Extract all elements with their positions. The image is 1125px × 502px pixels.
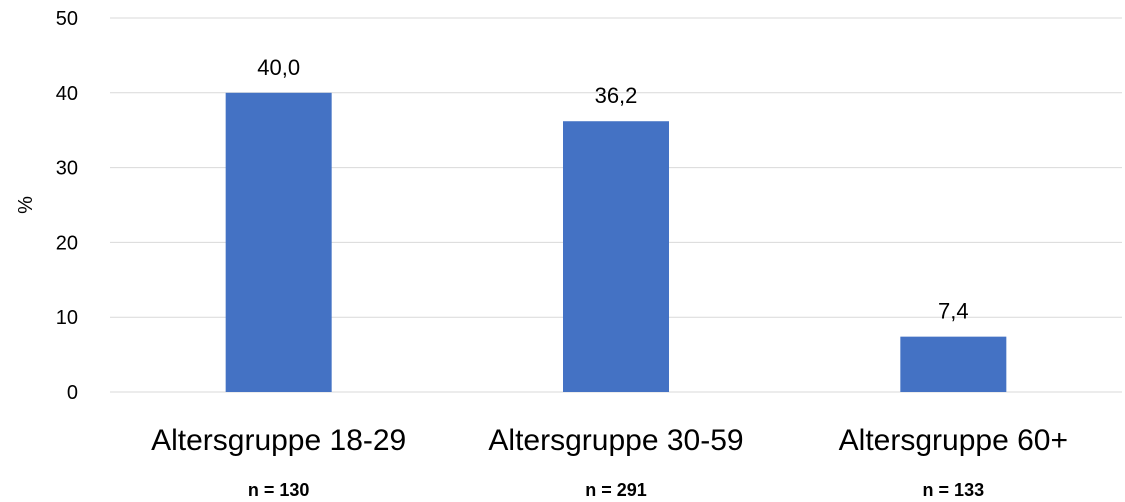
bar xyxy=(225,92,332,393)
y-tick-label: 50 xyxy=(56,8,78,30)
y-axis-ticks: 0 10 20 30 40 50 xyxy=(56,8,78,404)
data-label: 7,4 xyxy=(938,299,969,324)
y-tick-label: 40 xyxy=(56,83,78,105)
y-tick-label: 30 xyxy=(56,158,78,180)
y-tick-label: 10 xyxy=(56,307,78,329)
sample-size-label: n = 291 xyxy=(585,480,647,500)
y-tick-label: 20 xyxy=(56,232,78,254)
bars xyxy=(225,92,1007,393)
data-labels: 40,0 36,2 7,4 xyxy=(257,55,968,324)
data-label: 40,0 xyxy=(257,55,300,80)
bar xyxy=(563,121,669,392)
x-axis-categories: Altersgruppe 18-29 n = 130 Altersgruppe 30… xyxy=(151,424,1068,500)
sample-size-label: n = 130 xyxy=(248,480,310,500)
y-axis-label: % xyxy=(15,196,37,214)
x-category-label: Altersgruppe 60+ xyxy=(839,424,1068,457)
data-label: 36,2 xyxy=(595,83,638,108)
sample-size-label: n = 133 xyxy=(923,480,985,500)
bar xyxy=(900,336,1007,392)
x-category-label: Altersgruppe 18-29 xyxy=(151,424,406,457)
y-tick-label: 0 xyxy=(67,382,78,404)
x-category-label: Altersgruppe 30-59 xyxy=(488,424,743,457)
